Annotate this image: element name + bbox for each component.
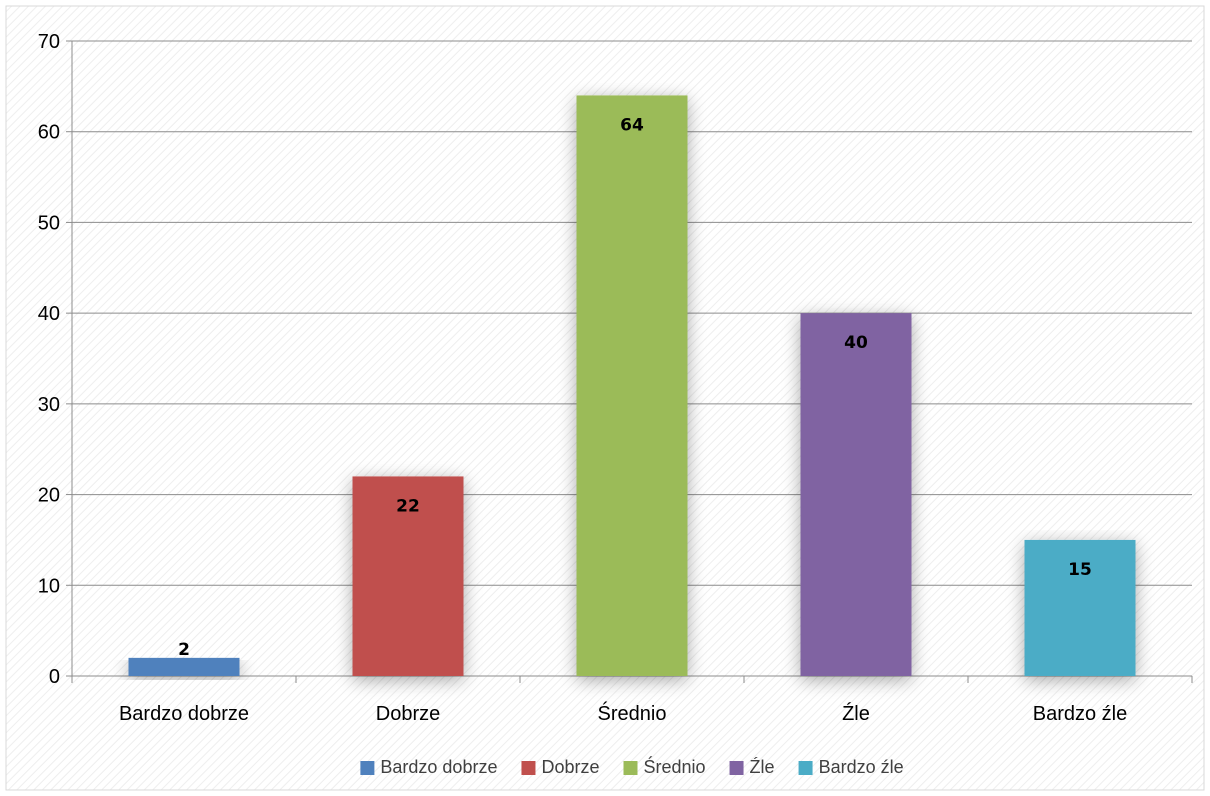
legend: Bardzo dobrze Dobrze Średnio Źle Bardzo źle	[360, 756, 904, 777]
legend-entry-bardzo-zle: Bardzo źle	[798, 757, 904, 777]
y-tick-label: 30	[38, 394, 60, 416]
y-tick-label: 20	[38, 485, 60, 507]
x-tick-label-zle: Źle	[842, 702, 870, 725]
bar-zle	[800, 313, 912, 676]
y-tick-label: 40	[38, 303, 60, 325]
y-tick-label: 50	[38, 212, 60, 234]
legend-entry-srednio: Średnio	[623, 756, 706, 777]
bar-bardzo-dobrze	[128, 657, 240, 676]
data-label-bardzo-dobrze: 2	[178, 640, 190, 660]
data-label-bardzo-zle: 15	[1068, 560, 1092, 580]
legend-swatch	[623, 761, 638, 775]
x-tick-label-dobrze: Dobrze	[376, 703, 440, 725]
legend-swatch	[798, 761, 813, 775]
y-tick-label: 60	[38, 122, 60, 144]
legend-entry-zle: Źle	[729, 757, 775, 777]
y-axis-ticks: 0 10 20 30 40 50 60 70	[38, 31, 60, 688]
legend-swatch	[729, 761, 744, 775]
y-tick-label: 10	[38, 575, 60, 597]
legend-entry-bardzo-dobrze: Bardzo dobrze	[360, 757, 497, 777]
legend-swatch	[360, 761, 375, 775]
legend-label: Średnio	[644, 756, 706, 777]
legend-swatch	[521, 761, 536, 775]
bars	[128, 95, 1136, 676]
bar-bardzo-zle	[1024, 539, 1136, 676]
legend-entry-dobrze: Dobrze	[521, 757, 600, 777]
y-tick-label: 70	[38, 31, 60, 53]
data-label-dobrze: 22	[396, 496, 420, 516]
data-label-zle: 40	[844, 333, 868, 353]
x-axis-ticks: Bardzo dobrze Dobrze Średnio Źle Bardzo źle	[119, 701, 1127, 725]
x-tick-label-srednio: Średnio	[598, 701, 667, 725]
bar-dobrze	[352, 476, 464, 676]
y-tick-label: 0	[49, 666, 60, 688]
bar-srednio	[576, 95, 688, 676]
legend-label: Bardzo dobrze	[380, 757, 497, 777]
x-tick-label-bardzo-dobrze: Bardzo dobrze	[119, 703, 249, 725]
data-label-srednio: 64	[620, 115, 644, 135]
x-tick-label-bardzo-zle: Bardzo źle	[1033, 703, 1128, 725]
legend-label: Źle	[750, 757, 775, 777]
legend-label: Dobrze	[541, 757, 599, 777]
legend-label: Bardzo źle	[819, 757, 904, 777]
